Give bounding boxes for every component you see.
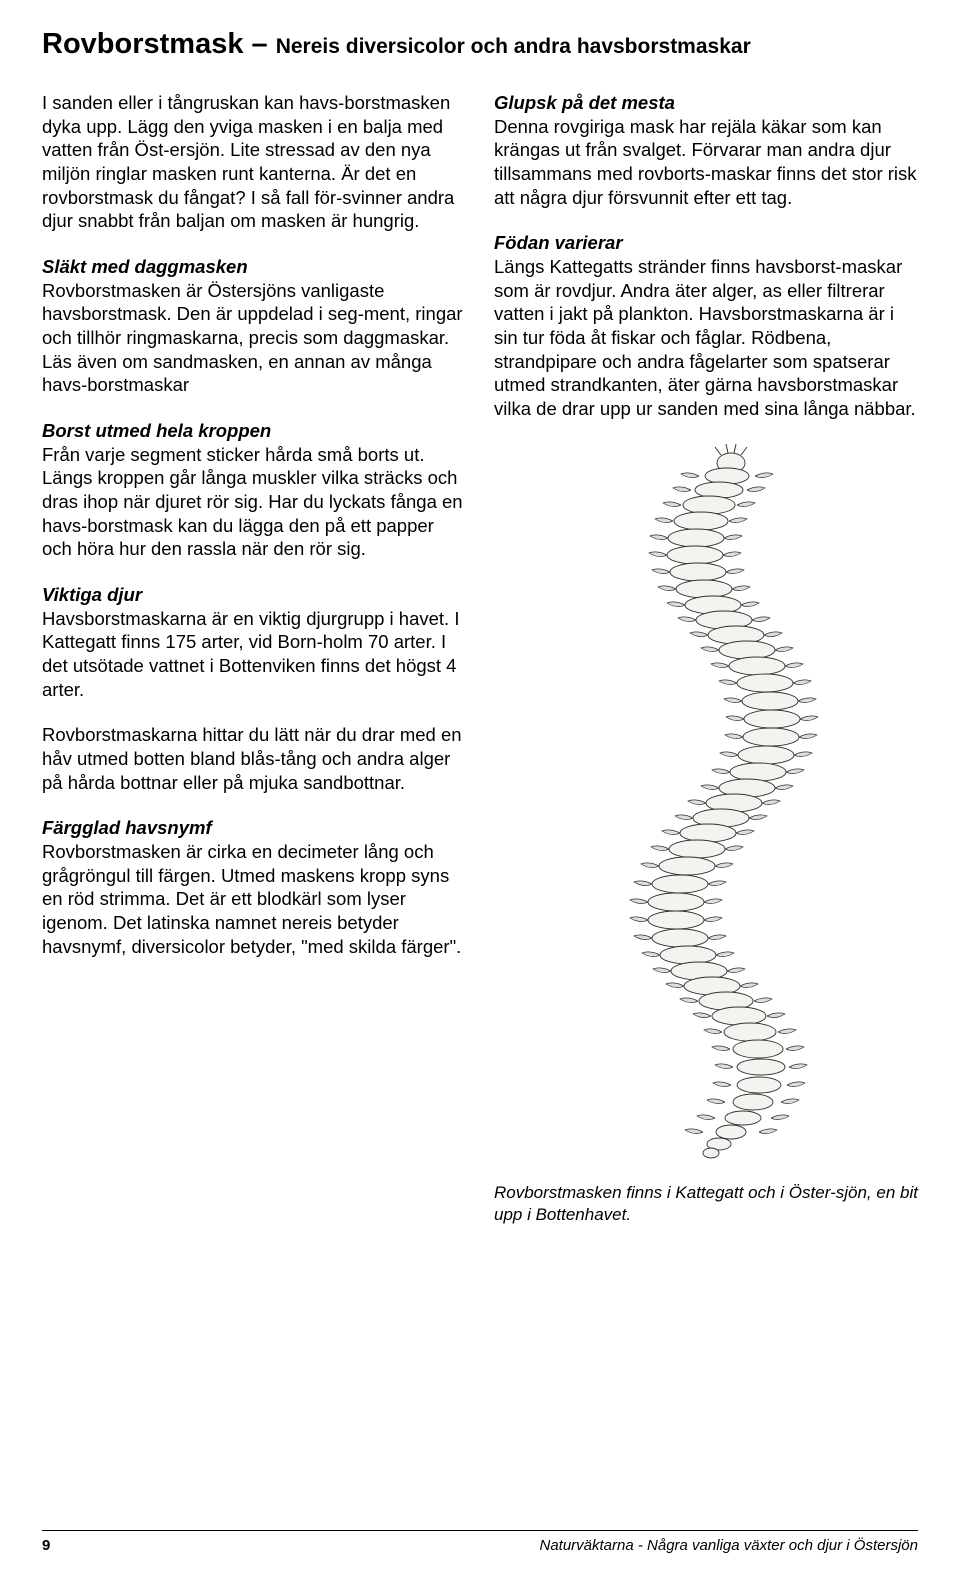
section-glupsk: Glupsk på det mesta Denna rovgiriga mask… [494,91,918,209]
section-slakt: Släkt med daggmasken Rovborstmasken är Ö… [42,255,466,397]
subhead-viktiga: Viktiga djur [42,583,466,607]
content-columns: I sanden eller i tångruskan kan havs-bor… [42,91,918,1226]
column-right: Glupsk på det mesta Denna rovgiriga mask… [494,91,918,1226]
intro-paragraph: I sanden eller i tångruskan kan havs-bor… [42,91,466,233]
subhead-borst: Borst utmed hela kroppen [42,419,466,443]
subhead-glupsk: Glupsk på det mesta [494,91,918,115]
footer-source: Naturväktarna - Några vanliga växter och… [539,1537,918,1554]
section-fodan: Födan varierar Längs Kattegatts stränder… [494,231,918,420]
illustration-caption: Rovborstmasken finns i Kattegatt och i Ö… [494,1182,918,1226]
section-borst: Borst utmed hela kroppen Från varje segm… [42,419,466,561]
column-left: I sanden eller i tångruskan kan havs-bor… [42,91,466,1226]
section-viktiga: Viktiga djur Havsborstmaskarna är en vik… [42,583,466,701]
section-fargglad: Färgglad havsnymf Rovborstmasken är cirk… [42,816,466,958]
page-footer: 9 Naturväktarna - Några vanliga växter o… [42,1530,918,1554]
illustration-wrapper: Rovborstmasken finns i Kattegatt och i Ö… [494,443,918,1226]
subhead-slakt: Släkt med daggmasken [42,255,466,279]
subhead-fodan: Födan varierar [494,231,918,255]
footer-page-number: 9 [42,1537,50,1554]
body-viktiga-2: Rovborstmaskarna hittar du lätt när du d… [42,723,466,794]
body-fargglad: Rovborstmasken är cirka en decimeter lån… [42,841,461,957]
body-fodan: Längs Kattegatts stränder finns havsbors… [494,256,916,419]
body-viktiga-1: Havsborstmaskarna är en viktig djurgrupp… [42,608,459,700]
page-title: Rovborstmask – Nereis diversicolor och a… [42,28,918,61]
title-subtitle: Nereis diversicolor och andra havsborstm… [276,35,751,58]
worm-illustration [581,443,831,1163]
body-borst: Från varje segment sticker hårda små bor… [42,444,463,560]
subhead-fargglad: Färgglad havsnymf [42,816,466,840]
title-main: Rovborstmask – [42,28,276,60]
body-slakt: Rovborstmasken är Östersjöns vanligaste … [42,280,463,396]
body-glupsk: Denna rovgiriga mask har rejäla käkar so… [494,116,917,208]
